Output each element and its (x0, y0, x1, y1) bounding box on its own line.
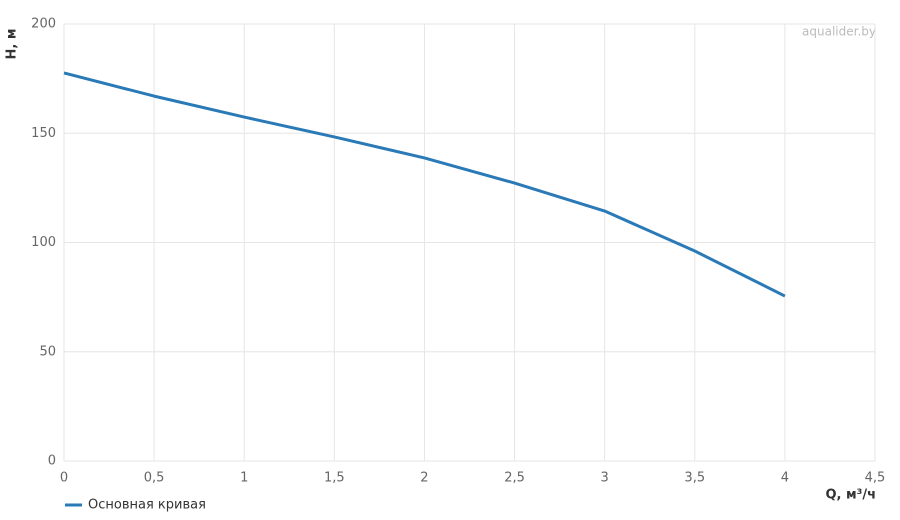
x-axis-title: Q, м³/ч (825, 488, 876, 503)
x-tick-label: 1,5 (324, 471, 345, 486)
x-tick-label: 0,5 (144, 471, 165, 486)
y-tick-label: 0 (48, 454, 56, 469)
x-tick-label: 3 (601, 471, 609, 486)
x-tick-label: 4 (781, 471, 789, 486)
y-tick-label: 150 (31, 126, 56, 141)
x-tick-label: 2 (420, 471, 428, 486)
x-tick-label: 3,5 (684, 471, 705, 486)
watermark: aqualider.by (802, 25, 876, 39)
y-tick-label: 50 (39, 344, 56, 359)
x-tick-label: 1 (240, 471, 248, 486)
x-tick-label: 4,5 (865, 471, 886, 486)
y-axis-title: H, м (5, 29, 20, 60)
x-tick-label: 2,5 (504, 471, 525, 486)
x-tick-label: 0 (60, 471, 68, 486)
legend-label: Основная кривая (88, 498, 206, 513)
y-tick-label: 100 (31, 235, 56, 250)
y-tick-label: 200 (31, 17, 56, 32)
series-line (63, 71, 786, 298)
